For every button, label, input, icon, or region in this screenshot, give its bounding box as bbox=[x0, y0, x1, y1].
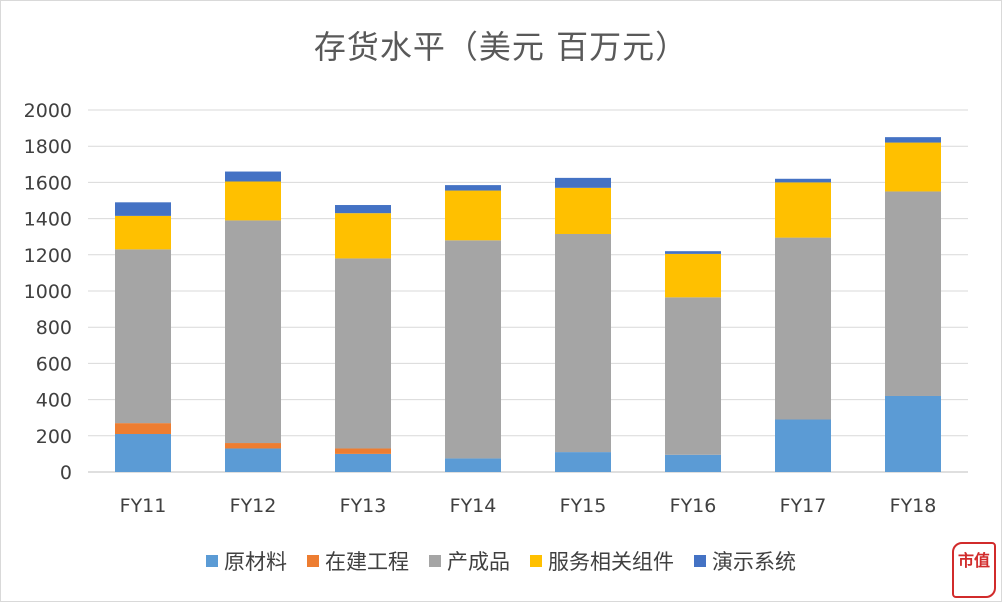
bar-segment bbox=[665, 454, 721, 472]
bar-segment bbox=[885, 191, 941, 396]
bar-segment bbox=[335, 205, 391, 214]
watermark-seal: 市值 bbox=[952, 542, 996, 598]
legend-item: 演示系统 bbox=[694, 546, 796, 576]
chart-title: 存货水平（美元 百万元） bbox=[313, 28, 689, 66]
legend-label: 服务相关组件 bbox=[548, 550, 674, 574]
bar-segment bbox=[445, 190, 501, 241]
bar-segment bbox=[775, 419, 831, 472]
bar-segment bbox=[665, 251, 721, 254]
bars bbox=[115, 137, 941, 472]
bar-segment bbox=[335, 448, 391, 454]
legend-swatch bbox=[429, 555, 441, 567]
y-tick-label: 1600 bbox=[24, 172, 72, 194]
bar-segment bbox=[555, 233, 611, 453]
x-tick-label: FY17 bbox=[780, 495, 827, 517]
x-tick-label: FY18 bbox=[890, 495, 937, 517]
y-tick-label: 0 bbox=[60, 462, 72, 484]
x-tick-label: FY11 bbox=[120, 495, 167, 517]
y-tick-label: 1400 bbox=[24, 209, 72, 231]
legend-item: 原材料 bbox=[206, 546, 287, 576]
bar-segment bbox=[775, 178, 831, 183]
bar-segment bbox=[775, 237, 831, 420]
bar-segment bbox=[665, 297, 721, 455]
bar-segment bbox=[225, 448, 281, 472]
x-tick-label: FY16 bbox=[670, 495, 717, 517]
bar-segment bbox=[335, 258, 391, 449]
y-tick-label: 1800 bbox=[24, 136, 72, 158]
bar-segment bbox=[225, 443, 281, 449]
y-tick-label: 400 bbox=[36, 390, 72, 412]
legend-label: 演示系统 bbox=[712, 550, 796, 574]
y-tick-label: 800 bbox=[36, 317, 72, 339]
bar-segment bbox=[225, 171, 281, 182]
legend-item: 产成品 bbox=[429, 546, 510, 576]
watermark-seal-text: 市值 bbox=[957, 551, 990, 570]
legend-swatch bbox=[530, 555, 542, 567]
legend-label: 在建工程 bbox=[325, 550, 409, 574]
bar-segment bbox=[225, 220, 281, 444]
bar-segment bbox=[445, 185, 501, 191]
bar-segment bbox=[115, 433, 171, 472]
bar-segment bbox=[885, 142, 941, 192]
bar-segment bbox=[115, 423, 171, 434]
y-tick-label: 1000 bbox=[24, 281, 72, 303]
legend-item: 服务相关组件 bbox=[530, 546, 674, 576]
bar-segment bbox=[115, 202, 171, 216]
bar-segment bbox=[115, 249, 171, 424]
x-tick-label: FY14 bbox=[450, 495, 497, 517]
y-tick-label: 200 bbox=[36, 426, 72, 448]
bar-segment bbox=[335, 453, 391, 472]
x-tick-label: FY12 bbox=[230, 495, 277, 517]
y-tick-label: 2000 bbox=[24, 100, 72, 122]
legend-swatch bbox=[694, 555, 706, 567]
bar-segment bbox=[665, 253, 721, 298]
bar-segment bbox=[445, 240, 501, 459]
bar-segment bbox=[555, 187, 611, 234]
bar-segment bbox=[885, 395, 941, 472]
y-axis-ticks: 0 200 400 600 800 1000 1200 1400 1600 1800 2000 bbox=[24, 100, 72, 484]
legend-label: 产成品 bbox=[447, 550, 510, 574]
legend-label: 原材料 bbox=[224, 550, 287, 574]
bar-segment bbox=[445, 458, 501, 472]
x-tick-label: FY13 bbox=[340, 495, 387, 517]
legend-swatch bbox=[206, 555, 218, 567]
bar-segment bbox=[115, 215, 171, 250]
x-tick-label: FY15 bbox=[560, 495, 607, 517]
legend: 原材料 在建工程 产成品 服务相关组件 演示系统 bbox=[0, 546, 1002, 576]
bar-segment bbox=[225, 181, 281, 221]
bar-segment bbox=[555, 452, 611, 472]
y-tick-label: 600 bbox=[36, 353, 72, 375]
legend-swatch bbox=[307, 555, 319, 567]
bar-segment bbox=[555, 177, 611, 188]
grid-lines bbox=[88, 109, 968, 473]
bar-segment bbox=[775, 182, 831, 238]
x-axis-ticks: FY11 FY12 FY13 FY14 FY15 FY16 FY17 FY18 bbox=[120, 495, 937, 517]
bar-segment bbox=[885, 137, 941, 143]
legend-item: 在建工程 bbox=[307, 546, 409, 576]
bar-segment bbox=[335, 213, 391, 259]
y-tick-label: 1200 bbox=[24, 245, 72, 267]
